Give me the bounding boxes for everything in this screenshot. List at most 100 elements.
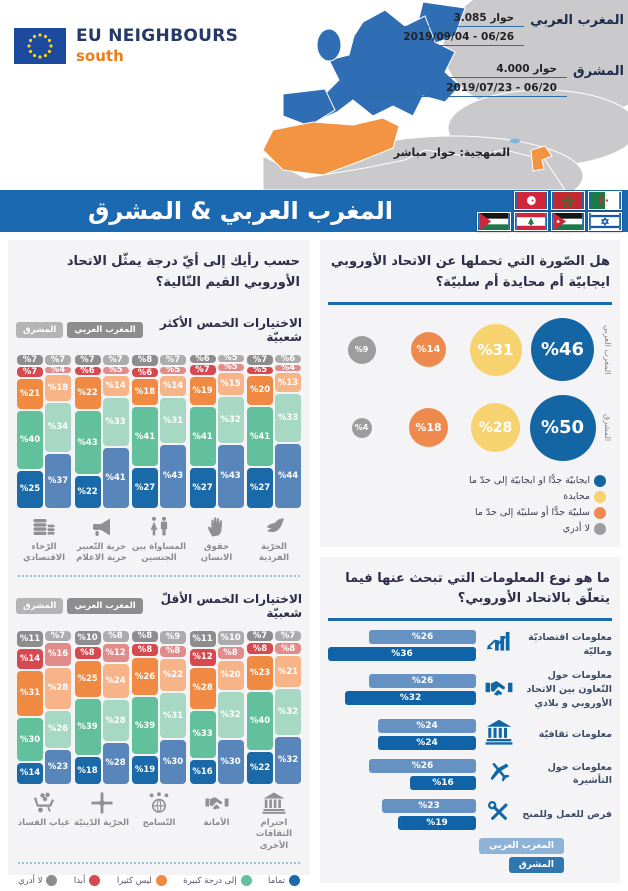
category-label: حقوق الانسان [200, 541, 233, 564]
bar-segment: %26 [132, 657, 158, 696]
bar-segment: %25 [17, 471, 43, 508]
stacked-bar-mashreq: %23 %26 %28 %16 %7 [45, 630, 71, 785]
bar-segment: %28 [102, 742, 129, 784]
bar-segment: %8 [247, 642, 273, 655]
maghreb-tag: المغرب العربي [479, 838, 564, 855]
dotted-divider [18, 862, 300, 865]
bar-segment: %5 [217, 362, 244, 372]
bar-segment: %28 [45, 667, 71, 709]
bar-segment: %5 [217, 353, 244, 363]
bar-segment: %32 [275, 737, 301, 784]
image-question: هل الصّورة التي تحملها عن الاتحاد الأورو… [330, 254, 610, 290]
right-column: هل الصّورة التي تحملها عن الاتحاد الأورو… [320, 240, 620, 884]
europe-map [262, 0, 628, 190]
legend-item: لا أدري [18, 875, 58, 887]
category-label: الحرّية الفردية [258, 541, 290, 564]
bar-segment: %31 [160, 398, 186, 444]
category-label: التّسامح [142, 817, 176, 828]
region-tags: المغرب العربي المشرق [16, 597, 143, 614]
bar-segment: %41 [247, 406, 273, 467]
stacked-bar-mashreq: %37 %34 %18 %4 %7 [45, 354, 71, 509]
date-range: 2019/09/04 - 06/26 [362, 31, 525, 46]
legend-dot [155, 875, 167, 887]
bar-segment: %40 [17, 411, 43, 470]
bar-segment: %7 [17, 354, 43, 365]
stacked-bar-maghreb: %22 %40 %23 %8 %7 [247, 630, 273, 785]
bubble-slot: %9 [328, 335, 395, 364]
dialogues-count: 4.000 حوار [362, 63, 567, 78]
bar-segment: %4 [45, 365, 71, 375]
legend-item: أبدا [74, 875, 101, 887]
bubble-value: %50 [529, 394, 596, 461]
flags-row-2 [477, 212, 622, 231]
bar-segment: %43 [217, 445, 244, 508]
legend-label: ايجابيّة جدًّا او ايجابيّة إلى حدّ ما [469, 475, 590, 487]
bubble-value: %31 [469, 323, 522, 376]
legend-dot [594, 474, 606, 487]
bar-segment: %22 [160, 659, 186, 692]
bar-segment: %40 [247, 691, 273, 750]
category-label: المساواة بين الجنسين [131, 541, 187, 564]
info-label: معلومات حول التّعاون بين الاتحاد الأوروب… [526, 670, 612, 709]
image-section: هل الصّورة التي تحملها عن الاتحاد الأورو… [320, 240, 620, 547]
eu-neighbours-logo: EU NEIGHBOURS south [10, 20, 249, 71]
bar-segment: %8 [102, 630, 129, 643]
stacked-bar-maghreb: %27 %41 %19 %7 %6 [189, 354, 216, 509]
info-row: معلومات حول التأشيرة %26 %16 [328, 758, 612, 790]
flag-lebanon [514, 212, 548, 231]
tools-icon [483, 798, 515, 830]
handshake-icon [205, 791, 229, 815]
info-row: معلومات اقتصاديّة وماليّة %26 %36 [328, 629, 612, 661]
bottom-values-subhead: الاختيارات الخمس الأقلّ شعبيّة المغرب ال… [16, 592, 302, 620]
bar-segment: %8 [132, 354, 158, 367]
legend-dot [240, 875, 252, 887]
mashreq-tag: المشرق [16, 321, 64, 338]
category-label: غياب الفساد [17, 817, 71, 828]
gender-icon [147, 515, 171, 539]
museum-icon [262, 791, 286, 815]
info-label: معلومات اقتصاديّة وماليّة [528, 632, 612, 658]
image-legend: ايجابيّة جدًّا او ايجابيّة إلى حدّ ما محا… [328, 467, 612, 537]
eu-flag-icon [14, 27, 66, 64]
info-question: ما هو نوع المعلومات التي تبحث عنها فيما … [345, 570, 610, 607]
stacked-bar-mashreq: %43 %32 %15 %5 %5 [217, 353, 244, 509]
answer-legend: تماما إلى درجة كبيرة ليس كثيرا أبدا لا أدري [16, 871, 302, 887]
region-label-vertical: المغرب العربي [603, 324, 612, 375]
info-bar-maghreb: %24 [378, 718, 476, 733]
bubble-value: %46 [531, 318, 594, 382]
legend-dot [594, 490, 606, 503]
legend-dot [594, 506, 606, 519]
bubble-slot: %46 [529, 318, 596, 382]
bar-segment: %27 [247, 468, 273, 508]
maghreb-tag: المغرب العربي [67, 321, 143, 338]
category-label: الرّخاء الاقتصادي [23, 541, 65, 564]
bar-segment: %6 [275, 354, 301, 364]
value-group: %22 %40 %23 %8 %7 %32 %32 %21 %8 %7 احترام الثقافا… [246, 630, 302, 854]
flag-tunisia [514, 191, 548, 210]
flag-morocco [551, 191, 585, 210]
bar-pair: %18 %39 %25 %8 %10 %28 %28 %24 %12 %8 [74, 630, 129, 785]
legend-dot [289, 875, 300, 887]
legend-item: ايجابيّة جدًّا او ايجابيّة إلى حدّ ما [334, 474, 606, 487]
bar-segment: %11 [17, 630, 43, 647]
bar-segment: %5 [247, 365, 273, 375]
stat-region-label: المشرق [573, 64, 624, 79]
maghreb-tag: المغرب العربي [67, 597, 143, 614]
bar-segment: %14 [17, 648, 43, 669]
value-group: %25 %40 %21 %7 %7 %37 %34 %18 %4 %7 الرّخاء الاقتص… [16, 354, 72, 566]
page-title: المغرب العربي & المشرق [87, 197, 394, 225]
info-bar-maghreb: %23 [382, 798, 476, 813]
image-bubble-chart: المغرب العربي %46 %31 %14 %9 المشرق %50 %28 %18%… [328, 311, 612, 467]
bar-segment: %8 [132, 644, 158, 656]
bar-segment: %22 [74, 475, 101, 508]
bar-segment: %18 [74, 757, 101, 784]
image-row: المشرق %50 %28 %18 %4 [328, 389, 612, 467]
bar-pair: %25 %40 %21 %7 %7 %37 %34 %18 %4 %7 [17, 354, 71, 509]
bar-segment: %18 [132, 378, 158, 405]
bubble-slot: %50 [529, 394, 596, 461]
stat-lines: 4.000 حوار 2019/07/23 - 06/20 [362, 63, 567, 101]
info-bars: %26 %36 [328, 629, 476, 661]
bar-segment: %7 [102, 354, 129, 365]
legend-label: تماما [267, 875, 285, 886]
